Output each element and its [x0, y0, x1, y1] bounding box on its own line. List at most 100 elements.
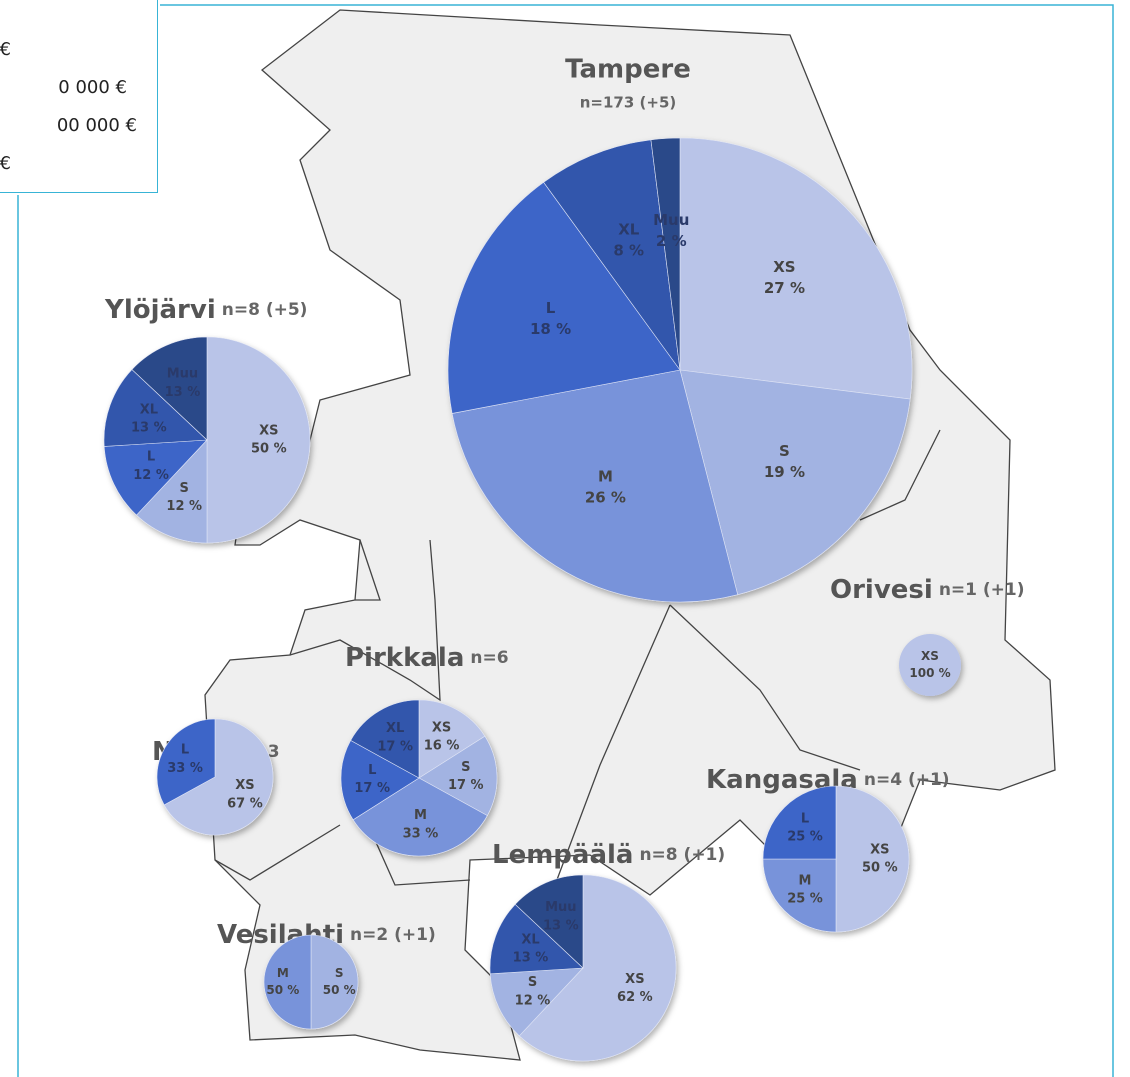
slice-category: L — [546, 299, 556, 317]
pie-slice — [131, 336, 208, 441]
slice-value-label: 13 % — [543, 918, 579, 933]
region-title: Pirkkala n=6 — [345, 643, 509, 673]
pie-slice — [156, 718, 216, 806]
slice-category: XS — [870, 842, 889, 857]
borders — [214, 429, 941, 886]
pie-slice — [418, 735, 498, 816]
slice-category: XS — [259, 423, 278, 438]
pie-slice — [310, 934, 359, 1030]
region-n: n=8 (+5) — [222, 300, 308, 320]
slice-category: L — [181, 743, 189, 758]
slice-category: S — [180, 481, 189, 496]
slice-category: XS — [773, 258, 795, 276]
region-name: Ylöjärvi — [104, 295, 216, 325]
slice-value-label: 13 % — [131, 421, 167, 436]
pie-slice — [762, 858, 837, 933]
pie-slice — [543, 139, 681, 371]
legend: € 0 000 € 00 000 € € — [0, 0, 158, 193]
pie-slice — [489, 903, 584, 975]
pie-slice — [103, 439, 208, 516]
pie — [762, 785, 910, 933]
pie-slice — [340, 740, 420, 821]
slice-category: S — [528, 975, 537, 990]
slice-category: XL — [521, 932, 539, 947]
legend-line: € — [0, 153, 11, 174]
region-n: n=4 (+1) — [864, 770, 950, 790]
slice-value-label: 50 % — [862, 861, 898, 876]
frame — [160, 4, 1114, 1077]
slice-value-label: 18 % — [530, 320, 571, 338]
pie — [263, 934, 359, 1030]
pie — [340, 699, 498, 857]
slice-category: Muu — [653, 211, 689, 229]
slice-value-label: 33 % — [403, 826, 439, 841]
pie — [489, 874, 677, 1062]
slice-category: L — [801, 811, 809, 826]
slice-category: S — [779, 442, 790, 460]
slice-value-label: 62 % — [617, 990, 653, 1005]
pie-slice — [206, 336, 311, 544]
pie-slice — [835, 785, 910, 933]
pie-slice — [350, 699, 420, 779]
pie-slice — [163, 718, 274, 836]
slice-category: L — [368, 763, 376, 778]
slice-value-label: 27 % — [764, 279, 805, 297]
region-n: n=1 (+1) — [939, 580, 1025, 600]
slice-value-label: 17 % — [377, 739, 413, 754]
legend-line: 0 000 € — [58, 77, 127, 98]
pie-slice — [518, 874, 677, 1062]
pie-slice — [679, 137, 913, 400]
slice-value-label: 13 % — [513, 951, 549, 966]
slice-category: M — [277, 966, 289, 980]
pie — [156, 718, 274, 836]
slice-value-label: 12 % — [515, 993, 551, 1008]
region-name: Tampere — [565, 55, 691, 85]
slice-value-label: 12 % — [166, 499, 202, 514]
slice-category: XS — [921, 649, 939, 663]
region-name: Pirkkala — [345, 643, 464, 673]
slice-category: XL — [386, 721, 404, 736]
pie-slice — [352, 777, 488, 857]
slice-value-label: 50 % — [251, 442, 287, 457]
region-n: n=2 (+1) — [350, 925, 436, 945]
slice-category: XL — [140, 402, 158, 417]
slice-category: M — [799, 873, 812, 888]
slice-category: M — [414, 808, 427, 823]
pie-slice — [514, 874, 584, 969]
slice-value-label: 12 % — [133, 468, 169, 483]
slice-category: M — [598, 468, 613, 486]
pie-slice — [451, 369, 739, 603]
slice-value-label: 2 % — [656, 232, 687, 250]
slice-value-label: 67 % — [227, 796, 263, 811]
slice-value-label: 13 % — [165, 385, 201, 400]
region-n: n=6 — [470, 648, 508, 668]
slice-value-label: 26 % — [585, 489, 626, 507]
slice-value-label: 50 % — [266, 983, 299, 997]
region-n: n=8 (+1) — [639, 845, 725, 865]
region-n: n=173 (+5) — [580, 94, 677, 112]
slice-value-label: 25 % — [787, 830, 823, 845]
region-title: Orivesi n=1 (+1) — [830, 575, 1025, 605]
pie-slice — [418, 699, 486, 779]
region-title: Lempäälä n=8 (+1) — [492, 840, 725, 870]
slice-value-label: 8 % — [613, 242, 644, 260]
slice-category: Muu — [167, 367, 198, 382]
pie-slice — [679, 369, 911, 596]
slice-value-label: 17 % — [448, 778, 484, 793]
region-name: Lempäälä — [492, 840, 633, 870]
legend-line: 00 000 € — [56, 115, 137, 136]
slice-value-label: 17 % — [354, 781, 390, 796]
slice-category: S — [335, 966, 344, 980]
region-name: Orivesi — [830, 575, 933, 605]
slice-category: Muu — [545, 900, 576, 915]
pie-slice — [650, 137, 681, 371]
slice-category: XS — [625, 972, 644, 987]
slice-value-label: 50 % — [323, 983, 356, 997]
pie-slice — [263, 934, 312, 1030]
slice-category: XS — [432, 720, 451, 735]
slice-value-label: 33 % — [167, 761, 203, 776]
slice-category: XL — [618, 221, 640, 239]
pie-slice — [762, 785, 837, 860]
pie-slice — [899, 634, 961, 696]
